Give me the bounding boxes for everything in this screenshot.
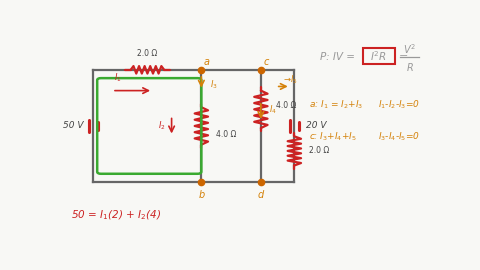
Text: 50 = $I_1$(2) + $I_2$(4): 50 = $I_1$(2) + $I_2$(4) xyxy=(71,208,161,222)
Text: 20 V: 20 V xyxy=(306,122,326,130)
Text: 50 V: 50 V xyxy=(63,122,83,130)
Text: $I_1$-$I_2$-$I_3$=0: $I_1$-$I_2$-$I_3$=0 xyxy=(378,99,420,112)
Text: 4.0 Ω: 4.0 Ω xyxy=(276,101,296,110)
Text: a: $I_1$ = $I_2$+$I_3$: a: $I_1$ = $I_2$+$I_3$ xyxy=(309,99,363,112)
Text: $I_1$: $I_1$ xyxy=(114,72,121,84)
Text: $I_2$: $I_2$ xyxy=(158,120,166,132)
Text: $I_4$: $I_4$ xyxy=(269,103,277,116)
Text: P: IV =: P: IV = xyxy=(321,52,355,62)
Text: $I_3$-$I_4$-$I_5$=0: $I_3$-$I_4$-$I_5$=0 xyxy=(378,130,420,143)
Text: a: a xyxy=(204,56,210,66)
Text: d: d xyxy=(258,190,264,200)
Text: b: b xyxy=(198,190,204,200)
Text: R: R xyxy=(406,63,413,73)
Text: 2.0 Ω: 2.0 Ω xyxy=(137,49,157,58)
Text: 4.0 Ω: 4.0 Ω xyxy=(216,130,237,139)
Text: =: = xyxy=(398,52,408,62)
Text: $I^2R$: $I^2R$ xyxy=(371,49,387,63)
Text: $→ I_5$: $→ I_5$ xyxy=(283,74,298,86)
Text: c: c xyxy=(264,56,269,66)
Text: c: $I_3$+$I_4$+$I_5$: c: $I_3$+$I_4$+$I_5$ xyxy=(309,130,357,143)
Text: $I_3$: $I_3$ xyxy=(210,78,217,91)
Text: $V^2$: $V^2$ xyxy=(403,42,416,56)
Text: 2.0 Ω: 2.0 Ω xyxy=(309,146,329,156)
